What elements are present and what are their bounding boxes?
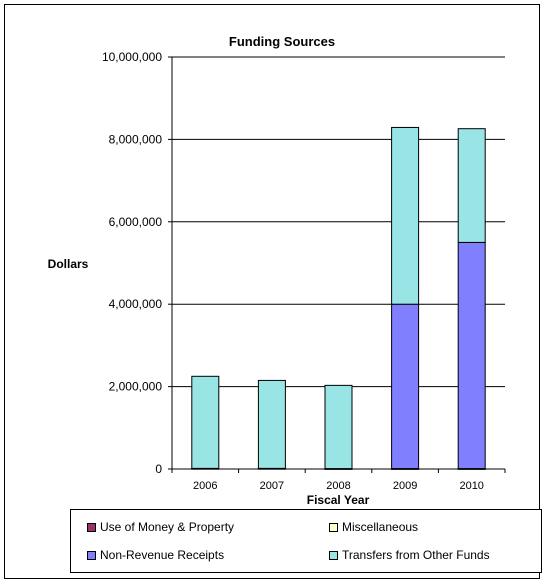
x-axis-title: Fiscal Year [307, 493, 370, 507]
bar-2010-series-2 [457, 241, 486, 470]
y-tick-label: 4,000,000 [109, 297, 163, 311]
legend-swatch [87, 522, 96, 532]
y-tick-label: 0 [155, 462, 162, 476]
y-tick-label: 6,000,000 [109, 215, 163, 229]
legend-swatch [87, 550, 96, 560]
legend: Use of Money & Property Miscellaneous No… [70, 509, 542, 573]
bar-2008-series-3 [324, 384, 353, 470]
legend-swatch [329, 550, 338, 560]
bar-2009-series-3 [391, 126, 420, 305]
axes [168, 56, 506, 473]
legend-label: Miscellaneous [342, 520, 419, 534]
x-tick-label-2006: 2006 [193, 480, 217, 492]
legend-label: Use of Money & Property [100, 520, 235, 534]
legend-item-non-revenue-receipts: Non-Revenue Receipts [87, 548, 224, 562]
bar-2010-series-3 [457, 128, 486, 243]
x-tick-label-2009: 2009 [393, 480, 417, 492]
y-tick-labels: 0 2,000,000 4,000,000 6,000,000 8,000,000 10,… [102, 50, 162, 476]
legend-swatch [329, 522, 338, 532]
x-tick-labels: 2006 2007 2008 2009 2010 [193, 480, 484, 492]
y-tick-label: 10,000,000 [102, 50, 162, 64]
x-tick-label-2010: 2010 [459, 480, 483, 492]
bars [191, 126, 486, 470]
x-tick-label-2007: 2007 [260, 480, 284, 492]
gridlines [172, 56, 505, 388]
legend-item-use-of-money: Use of Money & Property [87, 520, 234, 534]
legend-item-miscellaneous: Miscellaneous [329, 520, 418, 534]
y-axis-title: Dollars [48, 257, 89, 271]
legend-label: Transfers from Other Funds [342, 548, 490, 562]
chart-frame [4, 4, 540, 579]
bar-2007-series-3 [257, 379, 286, 469]
chart-title: Funding Sources [229, 34, 335, 49]
legend-label: Non-Revenue Receipts [100, 548, 225, 562]
legend-item-transfers: Transfers from Other Funds [329, 548, 490, 562]
y-tick-label: 2,000,000 [109, 380, 163, 394]
y-tick-label: 8,000,000 [109, 132, 163, 146]
bar-2006-series-3 [191, 375, 220, 469]
x-tick-label-2008: 2008 [326, 480, 350, 492]
bar-2009-series-2 [391, 303, 420, 470]
